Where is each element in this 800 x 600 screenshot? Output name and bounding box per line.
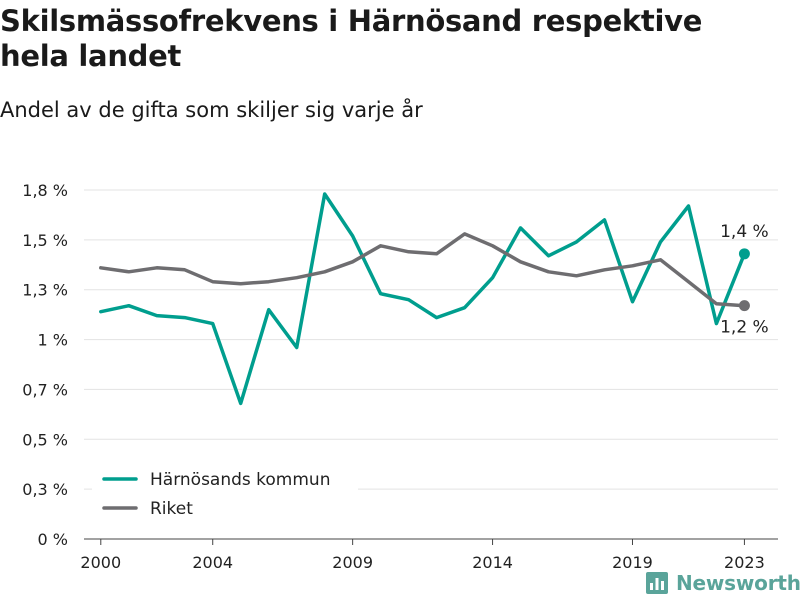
series-end-label: 1,2 % (720, 318, 769, 338)
x-tick-label: 2014 (472, 553, 513, 572)
y-tick-label: 0,7 % (22, 380, 68, 399)
newsworthy-logo: Newsworthy (646, 569, 800, 597)
bar-chart-logo-icon (646, 572, 668, 594)
series-line (99, 192, 747, 406)
legend: Härnösands kommun Riket (92, 464, 358, 528)
legend-background (92, 464, 358, 528)
x-tick-label: 2019 (612, 553, 653, 572)
y-tick-label: 1,8 % (22, 181, 68, 200)
brand-name: Newsworthy (676, 571, 800, 595)
x-axis: 2000 2004 2009 2014 2019 2023 (80, 538, 778, 572)
chart-subtitle: Andel av de gifta som skiljer sig varje … (0, 98, 423, 122)
series-line (99, 232, 747, 308)
x-tick-label: 2023 (724, 553, 765, 572)
x-tick-label: 2000 (80, 553, 121, 572)
series-end-point (738, 300, 750, 312)
y-tick-label: 1 % (38, 331, 68, 350)
series-end-label: 1,4 % (720, 222, 769, 242)
y-tick-label: 1,5 % (22, 231, 68, 250)
grid-lines: 0 % 0,3 % 0,5 % 0,7 % 1 % 1,3 % 1,5 % 1,8 % (22, 181, 778, 549)
x-tick-label: 2004 (192, 553, 233, 572)
y-tick-label: 1,3 % (22, 281, 68, 300)
y-tick-label: 0 % (38, 530, 68, 549)
legend-label: Härnösands kommun (150, 470, 330, 490)
y-tick-label: 0,3 % (22, 480, 68, 499)
y-tick-label: 0,5 % (22, 430, 68, 449)
legend-label: Riket (150, 499, 193, 519)
x-tick-label: 2009 (332, 553, 373, 572)
chart-title: Skilsmässofrekvens i Härnösand respektiv… (0, 4, 703, 73)
series-lines: 1,4 % 1,2 % (99, 192, 769, 406)
series-end-point (738, 248, 750, 260)
